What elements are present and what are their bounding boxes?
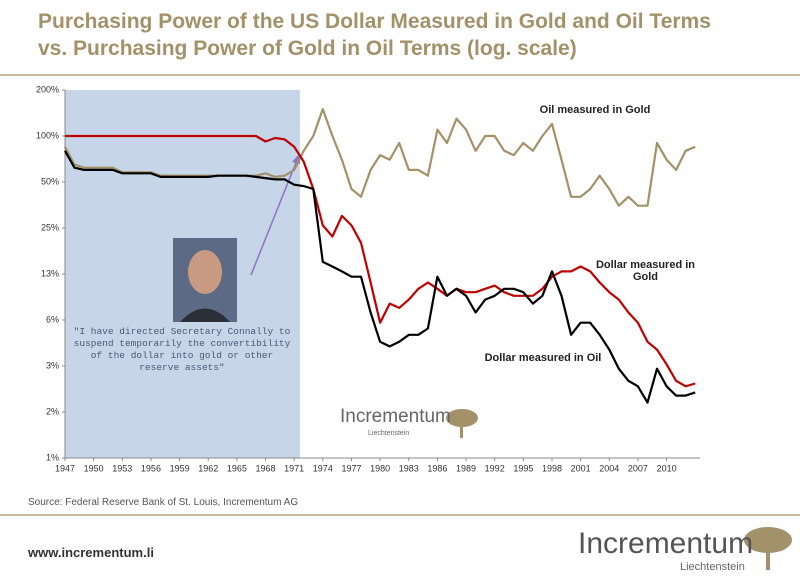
brand-subtitle: Liechtenstein — [680, 561, 745, 573]
series-label: Dollar measured in Gold — [595, 259, 696, 283]
brand-inline: Incrementum — [340, 406, 451, 427]
source: Source: Federal Reserve Bank of St. Loui… — [28, 497, 299, 508]
y-tick-label: 3% — [46, 360, 59, 370]
y-tick-label: 13% — [41, 268, 59, 278]
arrow — [250, 159, 298, 276]
x-tick-label: 1974 — [313, 463, 333, 473]
x-tick-label: 1950 — [84, 463, 104, 473]
x-tick-label: 2007 — [628, 463, 648, 473]
x-tick-label: 1956 — [141, 463, 161, 473]
y-tick-label: 25% — [41, 222, 59, 232]
x-tick-label: 2010 — [657, 463, 677, 473]
quote: "I have directed Secretary Connally to s… — [73, 326, 291, 373]
x-tick-label: 1959 — [170, 463, 190, 473]
x-tick-label: 1995 — [513, 463, 533, 473]
photo-face — [188, 250, 222, 294]
x-tick-label: 1998 — [542, 463, 562, 473]
x-tick-label: 1983 — [399, 463, 419, 473]
x-tick-label: 1965 — [227, 463, 247, 473]
brand-inline-subtitle: Liechtenstein — [368, 430, 410, 437]
chart-title: Purchasing Power of the US Dollar Measur… — [38, 10, 711, 60]
x-tick-label: 1947 — [55, 463, 75, 473]
y-tick-label: 2% — [46, 406, 59, 416]
logo-tree — [446, 409, 792, 570]
series-label: Dollar measured in Oil — [484, 352, 602, 364]
series-line — [65, 134, 696, 388]
y-tick-label: 50% — [41, 176, 59, 186]
x-tick-label: 1977 — [341, 463, 361, 473]
x-tick-label: 1986 — [427, 463, 447, 473]
x-tick-label: 2004 — [599, 463, 619, 473]
x-tick-label: 1962 — [198, 463, 218, 473]
x-tick-label: 2001 — [571, 463, 591, 473]
x-tick-label: 1992 — [485, 463, 505, 473]
x-tick-label: 1980 — [370, 463, 390, 473]
series-label: Oil measured in Gold — [539, 104, 651, 116]
series-line — [64, 150, 696, 404]
brand: Incrementum — [578, 527, 754, 560]
x-tick-label: 1989 — [456, 463, 476, 473]
x-tick-label: 1971 — [284, 463, 304, 473]
y-tick-label: 100% — [36, 130, 59, 140]
y-tick-label: 6% — [46, 314, 59, 324]
y-tick-label: 1% — [46, 452, 59, 462]
y-tick-label: 200% — [36, 84, 59, 94]
x-tick-label: 1968 — [256, 463, 276, 473]
photo-suit — [180, 308, 230, 322]
x-tick-label: 1953 — [112, 463, 132, 473]
website: www.incrementum.li — [28, 545, 154, 560]
series-line — [64, 108, 696, 207]
